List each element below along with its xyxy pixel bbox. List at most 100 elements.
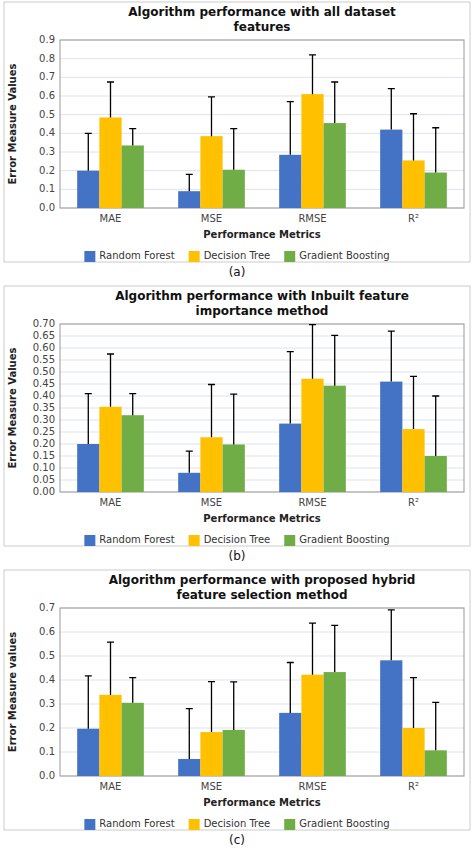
- annotation: (b): [229, 549, 246, 563]
- legend-label: Gradient Boosting: [299, 250, 389, 261]
- plot-marks: [77, 55, 447, 208]
- error-bar: [107, 82, 114, 117]
- plot-marks: [77, 610, 447, 776]
- x-tick-label: RMSE: [298, 781, 326, 792]
- error-bar: [410, 114, 417, 161]
- grid-line: [60, 96, 464, 97]
- y-tick-label: 0.55: [33, 354, 55, 365]
- legend-item: Random Forest: [84, 818, 174, 830]
- bar-series: [122, 123, 447, 208]
- error-bar: [129, 394, 136, 416]
- grid-line: [60, 372, 464, 373]
- legend-swatch: [189, 251, 200, 262]
- y-tick-label: 0.70: [33, 318, 55, 329]
- bar: [380, 660, 402, 776]
- page: {"chart_data": [ {"type": "bar", "title"…: [0, 0, 474, 853]
- error-bar: [331, 335, 338, 385]
- x-tick-label: MAE: [100, 781, 122, 792]
- y-tick-label: 0.45: [33, 378, 55, 389]
- bar-series: [77, 130, 402, 208]
- y-tick-label: 0.7: [39, 71, 55, 82]
- grid-line: [60, 360, 464, 361]
- error-bar: [287, 662, 294, 712]
- bar-series: [77, 382, 402, 492]
- annotation: (a): [229, 265, 246, 279]
- y-tick-label: 0.1: [39, 183, 55, 194]
- y-tick-label: 0.6: [39, 626, 55, 637]
- error-bars: [85, 610, 395, 759]
- error-bar: [331, 82, 338, 123]
- bar: [380, 382, 402, 492]
- legend-label: Gradient Boosting: [299, 534, 389, 545]
- plot-frame: [60, 40, 464, 208]
- error-bar: [309, 325, 316, 379]
- bar-series: [99, 675, 424, 776]
- bar: [200, 136, 222, 208]
- error-bar: [309, 623, 316, 675]
- error-bar: [410, 678, 417, 728]
- legend-label: Random Forest: [99, 250, 174, 261]
- bar: [324, 123, 346, 208]
- legend-swatch: [189, 535, 200, 546]
- bar: [200, 732, 222, 776]
- error-bar: [432, 702, 439, 750]
- bar: [77, 729, 99, 776]
- error-bar: [107, 642, 114, 695]
- error-bar: [129, 678, 136, 703]
- error-bar: [309, 55, 316, 94]
- y-tick-label: 0.35: [33, 402, 55, 413]
- error-bar: [410, 376, 417, 429]
- grid-line: [60, 384, 464, 385]
- y-tick-label: 0.6: [39, 90, 55, 101]
- bar: [425, 173, 447, 208]
- legend-item: Gradient Boosting: [284, 534, 389, 546]
- bar-series: [122, 672, 447, 776]
- y-tick-label: 0.0: [39, 202, 55, 213]
- y-tick-label: 0.10: [33, 462, 55, 473]
- y-tick-label: 0.30: [33, 414, 55, 425]
- x-tick-label: R²: [408, 497, 419, 508]
- panel: 0.000.050.100.150.200.250.300.350.400.45…: [4, 286, 470, 563]
- grid-line: [60, 680, 464, 681]
- y-tick-label: 0.7: [39, 602, 55, 613]
- grid-line: [60, 58, 464, 59]
- title: Algorithm performance with proposed hybr…: [109, 573, 416, 602]
- y-grid: [60, 608, 464, 776]
- y-tick-label: 0.50: [33, 366, 55, 377]
- y-grid: [60, 324, 464, 492]
- x-tick-label: MSE: [201, 213, 222, 224]
- bar: [223, 170, 245, 208]
- error-bar: [230, 129, 237, 170]
- y-tick-label: 0.3: [39, 698, 55, 709]
- y-tick-label: 0.3: [39, 146, 55, 157]
- bar: [380, 130, 402, 208]
- bar-series: [122, 386, 447, 492]
- legend-swatch: [84, 535, 95, 546]
- y-tick-label: 0.2: [39, 722, 55, 733]
- bar-series: [99, 379, 424, 492]
- bar: [425, 750, 447, 776]
- y-tick-label: 0.4: [39, 674, 55, 685]
- error-bar: [287, 352, 294, 424]
- grid-line: [60, 632, 464, 633]
- x-tick-label: MSE: [201, 497, 222, 508]
- bar: [301, 94, 323, 208]
- chart-root: 0.00.10.20.30.40.50.60.70.80.9MAEMSERMSE…: [0, 0, 474, 853]
- grid-line: [60, 396, 464, 397]
- x-tick-labels: MAEMSERMSER²: [100, 213, 419, 224]
- x-tick-labels: MAEMSERMSER²: [100, 497, 419, 508]
- y-tick-label: 0.40: [33, 390, 55, 401]
- x-tick-labels: MAEMSERMSER²: [100, 781, 419, 792]
- legend-label: Decision Tree: [204, 534, 271, 545]
- y-tick-labels: 0.000.050.100.150.200.250.300.350.400.45…: [33, 318, 55, 497]
- title-line: Algorithm performance with Inbuilt featu…: [115, 289, 409, 303]
- y-tick-label: 0.9: [39, 34, 55, 45]
- bar: [324, 386, 346, 492]
- bar: [279, 424, 301, 492]
- bar: [122, 415, 144, 492]
- bar: [279, 713, 301, 776]
- error-bar: [432, 396, 439, 456]
- bar: [99, 695, 121, 776]
- y-grid: [60, 40, 464, 208]
- y-tick-label: 0.8: [39, 53, 55, 64]
